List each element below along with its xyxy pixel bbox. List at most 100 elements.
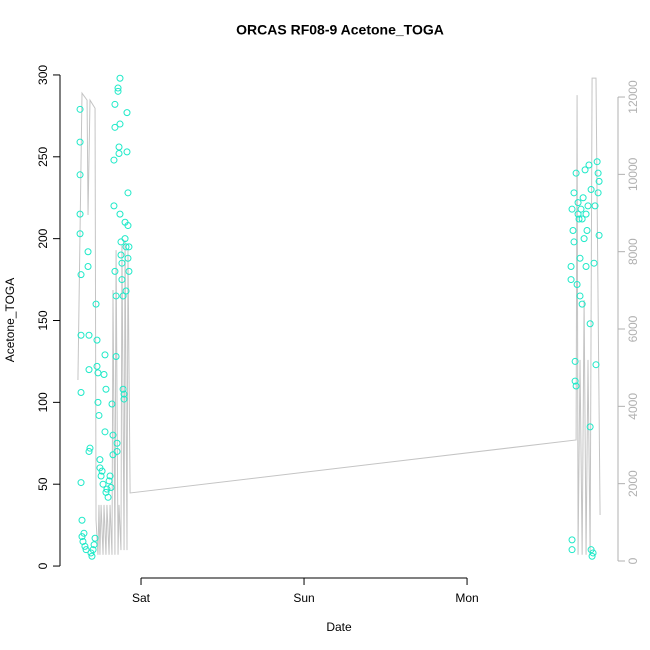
point	[77, 271, 85, 279]
y2-tick-label: 4000	[626, 393, 640, 420]
point	[92, 300, 100, 308]
point	[77, 331, 85, 339]
point	[101, 428, 109, 436]
point	[575, 215, 583, 223]
point	[110, 156, 118, 164]
point	[123, 109, 131, 117]
point	[585, 161, 593, 169]
point	[85, 331, 93, 339]
point	[99, 480, 107, 488]
point	[115, 150, 123, 158]
point	[81, 542, 89, 550]
point	[110, 202, 118, 210]
point	[109, 431, 117, 439]
y2-tick-label: 10000	[626, 157, 640, 191]
x-axis-label: Date	[326, 620, 352, 634]
y-tick-label: 150	[36, 310, 50, 330]
point	[586, 320, 594, 328]
point	[574, 199, 582, 207]
point	[78, 516, 86, 524]
point	[111, 100, 119, 108]
point	[579, 194, 587, 202]
point	[593, 158, 601, 166]
point	[592, 361, 600, 369]
point	[105, 477, 113, 485]
point	[583, 226, 591, 234]
point	[112, 353, 120, 361]
point	[100, 371, 108, 379]
point	[580, 235, 588, 243]
point	[93, 362, 101, 370]
y2-tick-label: 12000	[626, 80, 640, 114]
point	[582, 262, 590, 270]
point	[578, 215, 586, 223]
x-tick-label: Sat	[132, 591, 151, 605]
point	[125, 267, 133, 275]
point	[570, 189, 578, 197]
y-tick-label: 200	[36, 228, 50, 248]
point	[114, 87, 122, 95]
point	[76, 210, 84, 218]
point	[115, 143, 123, 151]
chart-title: ORCAS RF08-9 Acetone_TOGA	[236, 22, 444, 38]
point	[582, 210, 590, 218]
point	[84, 262, 92, 270]
point	[571, 357, 579, 365]
point	[578, 300, 586, 308]
point	[114, 84, 122, 92]
point	[94, 398, 102, 406]
point	[116, 210, 124, 218]
point	[120, 390, 128, 398]
point	[121, 235, 129, 243]
y2-tick-label: 2000	[626, 470, 640, 497]
point	[567, 276, 575, 284]
point	[588, 552, 596, 560]
point	[117, 238, 125, 246]
point	[594, 169, 602, 177]
point	[570, 238, 578, 246]
point	[587, 186, 595, 194]
y2-tick-label: 0	[626, 557, 640, 564]
point	[101, 351, 109, 359]
point	[576, 292, 584, 300]
y-tick-label: 50	[36, 477, 50, 491]
point	[93, 336, 101, 344]
point	[89, 546, 97, 554]
point	[108, 400, 116, 408]
point	[568, 536, 576, 544]
point	[573, 280, 581, 288]
point	[589, 549, 597, 557]
line	[77, 77, 601, 555]
point	[85, 366, 93, 374]
point	[82, 546, 90, 554]
point	[80, 529, 88, 537]
point	[106, 472, 114, 480]
point	[76, 171, 84, 179]
point	[595, 177, 603, 185]
point	[591, 202, 599, 210]
point	[104, 493, 112, 501]
point	[76, 138, 84, 146]
point	[123, 148, 131, 156]
point	[124, 189, 132, 197]
point	[97, 472, 105, 480]
point	[118, 276, 126, 284]
point	[96, 456, 104, 464]
point	[571, 377, 579, 385]
point	[119, 292, 127, 300]
point	[95, 411, 103, 419]
x-tick-label: Sun	[293, 591, 314, 605]
point	[118, 259, 126, 267]
point	[76, 230, 84, 238]
y2-tick-label: 6000	[626, 315, 640, 342]
point	[103, 485, 111, 493]
point	[98, 467, 106, 475]
point	[85, 447, 93, 455]
point	[576, 254, 584, 262]
point	[572, 169, 580, 177]
point	[117, 251, 125, 259]
point	[91, 534, 99, 542]
point	[574, 210, 582, 218]
point	[84, 248, 92, 256]
y-axis-label: Acetone_TOGA	[3, 278, 17, 363]
